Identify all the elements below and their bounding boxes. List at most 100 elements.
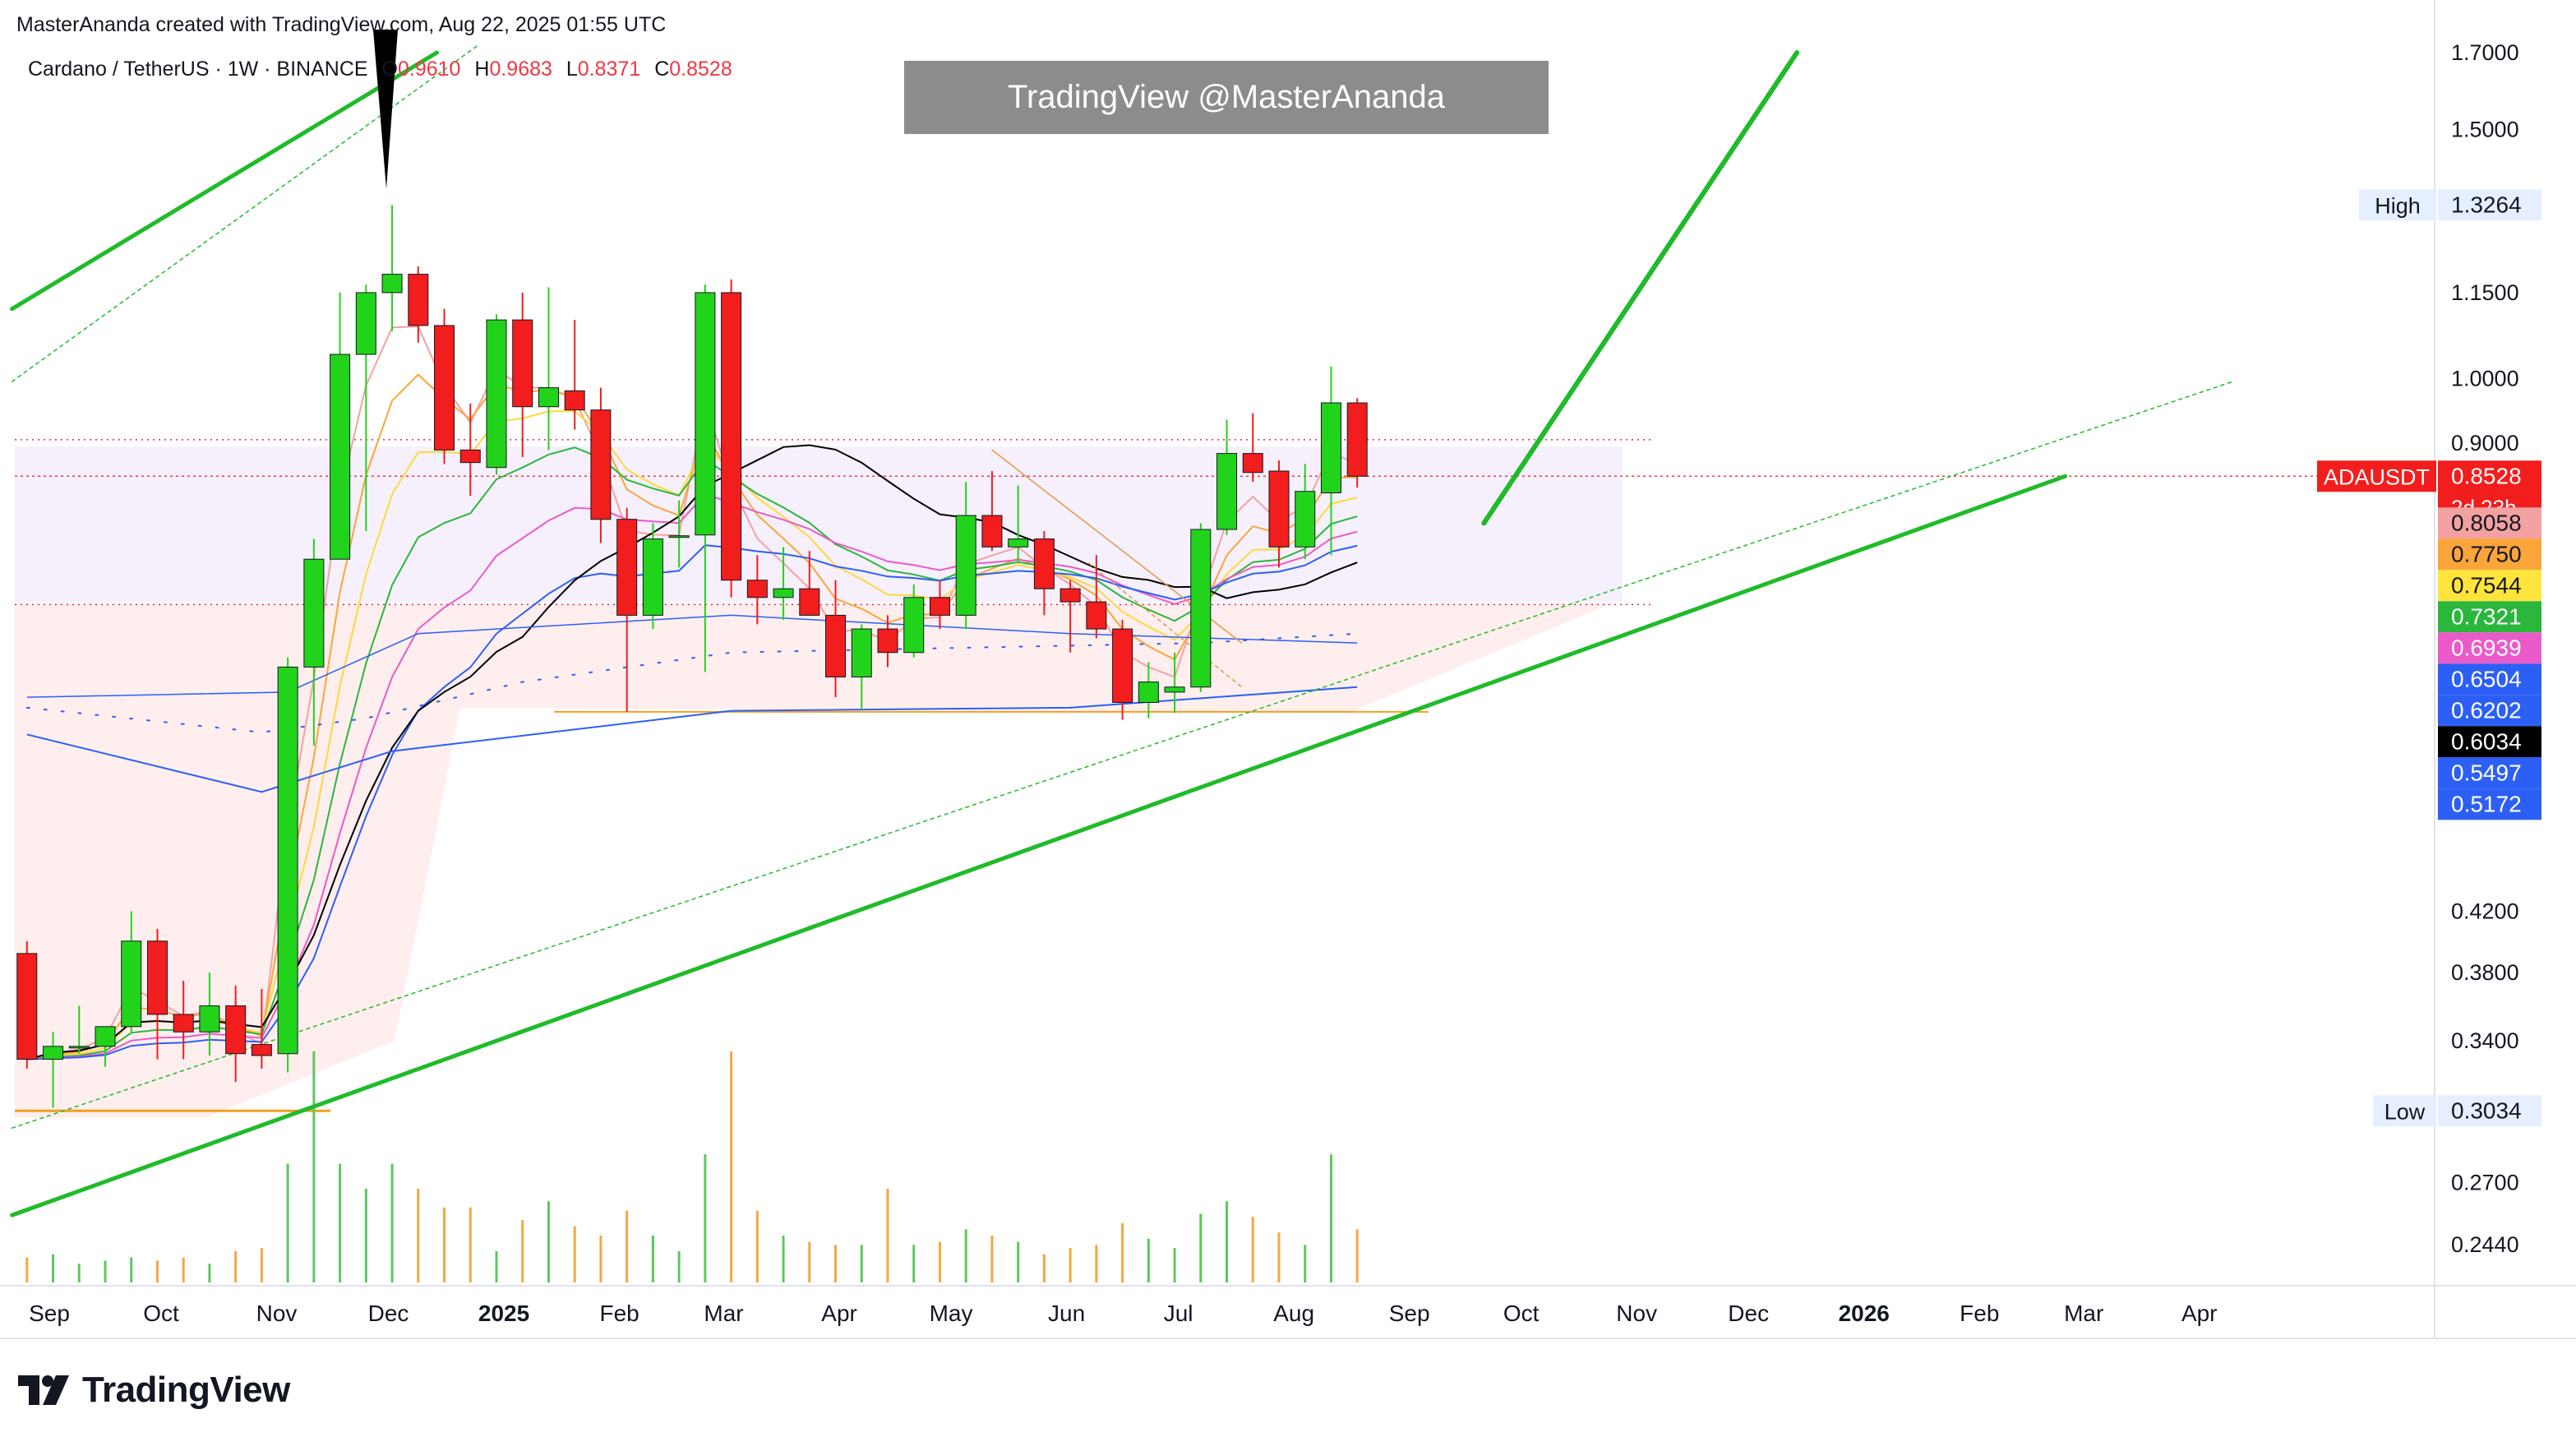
x-tick-label: Mar [2064, 1301, 2103, 1326]
volume-bar [938, 1241, 941, 1282]
candle-body [173, 1014, 194, 1033]
price-label-value: 0.6202 [2451, 697, 2522, 723]
candlesticks [16, 205, 1368, 1108]
trendlines[interactable] [10, 44, 2234, 1218]
y-tick-label: 0.3800 [2451, 960, 2519, 985]
volume-bar [443, 1207, 446, 1282]
x-tick-label: Feb [599, 1301, 639, 1326]
channel-support-parallel [11, 381, 2234, 1129]
volume-bar [1251, 1217, 1254, 1282]
candle-body [408, 274, 429, 326]
price-label-value: 0.8528 [2451, 463, 2522, 488]
volume-bar [260, 1248, 263, 1282]
x-tick-label: Jul [1164, 1301, 1193, 1326]
symbol-legend: Cardano / TetherUS · 1W · BINANCE O0.961… [28, 58, 732, 81]
volume-bar [755, 1210, 759, 1282]
volume-bar [1199, 1213, 1203, 1282]
price-label-box [2438, 189, 2541, 221]
price-label-prefix-box [2373, 1095, 2436, 1127]
low-label: L [566, 58, 578, 81]
candle-body [486, 319, 507, 469]
symbol-title: Cardano / TetherUS · 1W · BINANCE [28, 58, 368, 81]
x-axis-ticks: Sep Oct Nov Dec 2025 Feb Mar Apr May Jun Jul Aug Sep… [29, 1301, 2217, 1326]
candle-body [121, 940, 142, 1028]
volume-bar [52, 1254, 55, 1282]
channel-support-line [10, 474, 2068, 1218]
candle-body [1059, 588, 1081, 603]
price-label-value: 0.7321 [2451, 603, 2522, 629]
candle-body [277, 666, 298, 1055]
price-label-box [2438, 632, 2541, 664]
price-label-box [2438, 570, 2541, 602]
accumulation-zone [15, 603, 1611, 1118]
volume-bar [599, 1236, 602, 1282]
volume-bar [390, 1163, 394, 1282]
volume-bar [1355, 1229, 1359, 1282]
candle-body [616, 519, 638, 616]
projected-path-line [1481, 50, 1800, 526]
watermark-text: TradingView @MasterAnanda [1008, 79, 1446, 115]
volume-bar [339, 1163, 342, 1282]
ema-200-line [26, 686, 1358, 793]
candle-body [1086, 601, 1107, 630]
price-label-prefix-box [2359, 189, 2436, 221]
x-tick-label: Dec [368, 1301, 409, 1326]
candle-body [199, 1005, 220, 1033]
price-label-value: 0.5172 [2451, 791, 2522, 816]
candle-body [1242, 453, 1263, 474]
candle-body [538, 387, 559, 408]
x-tick-label: May [930, 1301, 973, 1326]
candle-body [955, 515, 976, 616]
candle-body [146, 940, 168, 1015]
volume-bar [364, 1189, 367, 1282]
candle-body [1320, 402, 1341, 494]
price-label-value: 0.6034 [2451, 728, 2522, 754]
volume-bar [286, 1163, 289, 1282]
x-tick-label: 2026 [1839, 1301, 1890, 1326]
volume-bar [1095, 1245, 1098, 1282]
candle-body [903, 597, 925, 654]
x-tick-label: Dec [1728, 1301, 1769, 1326]
candle-body [1190, 529, 1212, 688]
candle-body [1295, 491, 1316, 548]
volume-bar [1329, 1154, 1332, 1282]
candle-body [303, 558, 325, 668]
volume-bar [1042, 1254, 1046, 1282]
x-tick-label: 2025 [478, 1301, 529, 1326]
candle-body [825, 614, 847, 677]
tradingview-logo-icon [18, 1375, 69, 1405]
open-label: O [381, 58, 398, 81]
y-tick-label: 0.3400 [2451, 1028, 2519, 1053]
price-label-box [2438, 695, 2541, 727]
volume-bar [964, 1229, 967, 1282]
watermark-banner: TradingView @MasterAnanda [904, 61, 1549, 134]
volume-bar [834, 1245, 838, 1282]
y-tick-label: 0.2440 [2451, 1232, 2519, 1257]
volume-bar [182, 1257, 185, 1282]
y-tick-label: 0.4200 [2451, 899, 2519, 923]
candle-body [225, 1005, 247, 1055]
volume-bar [1121, 1222, 1124, 1282]
price-label-box [2438, 507, 2541, 539]
candle-body [16, 953, 38, 1060]
candle-body [668, 535, 690, 538]
consolidation-zone [15, 446, 1623, 603]
ema-5-line [26, 373, 1358, 1060]
candle-body [381, 274, 403, 293]
volume-bar [469, 1207, 472, 1282]
high-label: H [474, 58, 490, 81]
volume-bar [312, 1051, 316, 1282]
close-label: C [654, 58, 670, 81]
candle-body [1216, 453, 1238, 530]
channel-resistance-line [10, 50, 439, 312]
candle-body [1346, 402, 1368, 477]
candle-body [355, 292, 376, 355]
volume-bar [417, 1189, 420, 1282]
volume-bar [1147, 1238, 1150, 1282]
volume-bar [1069, 1248, 1072, 1282]
volume-bar [495, 1251, 498, 1282]
volume-bar [886, 1189, 889, 1282]
tradingview-brand[interactable]: TradingView [18, 1368, 290, 1412]
